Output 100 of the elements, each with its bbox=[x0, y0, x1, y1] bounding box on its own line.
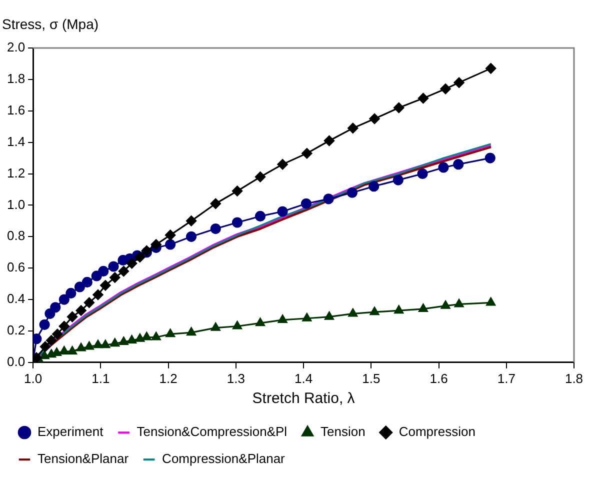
point bbox=[110, 272, 120, 283]
point bbox=[82, 276, 92, 288]
x-tick-label: 1.4 bbox=[294, 370, 313, 386]
point bbox=[110, 338, 120, 347]
y-tick-label: 1.8 bbox=[6, 71, 26, 86]
point bbox=[277, 206, 288, 217]
y-axis-title: Stress, σ (Mpa) bbox=[2, 16, 99, 32]
point bbox=[418, 304, 428, 312]
point bbox=[210, 322, 220, 331]
point bbox=[84, 297, 94, 308]
point bbox=[135, 334, 145, 342]
point bbox=[323, 194, 334, 204]
point bbox=[254, 210, 266, 222]
point bbox=[91, 270, 102, 282]
y-tick-label: 1.4 bbox=[6, 134, 26, 149]
point bbox=[74, 282, 86, 292]
point bbox=[348, 308, 358, 317]
point bbox=[454, 298, 464, 308]
x-tick-label: 1.3 bbox=[226, 370, 245, 386]
y-tick-label: 0.2 bbox=[6, 322, 26, 338]
point bbox=[370, 306, 380, 316]
point bbox=[66, 288, 76, 299]
point bbox=[127, 335, 136, 344]
legend-label: Tension bbox=[320, 424, 366, 440]
point bbox=[151, 332, 161, 340]
legend-label: Experiment bbox=[38, 424, 104, 440]
point bbox=[44, 308, 56, 319]
point bbox=[40, 341, 51, 352]
y-tick-label: 0.0 bbox=[6, 354, 26, 369]
point bbox=[346, 187, 358, 198]
point bbox=[232, 320, 242, 330]
x-tick-label: 1.5 bbox=[362, 370, 380, 386]
point bbox=[52, 328, 63, 340]
point bbox=[454, 77, 464, 88]
point bbox=[134, 252, 146, 262]
x-tick-label: 1.0 bbox=[24, 370, 42, 386]
point bbox=[108, 261, 119, 272]
x-tick-label: 1.1 bbox=[92, 370, 110, 386]
point bbox=[186, 327, 196, 336]
legend-label: Compression bbox=[398, 424, 476, 440]
y-tick-label: 0.8 bbox=[6, 228, 26, 244]
point bbox=[418, 93, 429, 104]
point bbox=[453, 159, 464, 170]
point bbox=[324, 312, 334, 320]
point bbox=[46, 335, 57, 346]
y-tick-label: 0.6 bbox=[6, 260, 26, 275]
point bbox=[76, 305, 86, 316]
point bbox=[348, 122, 358, 134]
point bbox=[438, 162, 449, 173]
point bbox=[368, 181, 380, 192]
point bbox=[392, 174, 404, 186]
point bbox=[166, 328, 176, 338]
point bbox=[76, 342, 86, 352]
point bbox=[302, 313, 312, 322]
point bbox=[210, 223, 221, 234]
point bbox=[68, 346, 77, 354]
x-tick-label: 1.2 bbox=[159, 370, 178, 386]
legend-label: Tension&Planar bbox=[38, 451, 130, 466]
point bbox=[92, 290, 104, 300]
point bbox=[254, 172, 266, 182]
point bbox=[394, 102, 404, 114]
point bbox=[39, 319, 50, 330]
point bbox=[486, 297, 496, 306]
point bbox=[486, 63, 496, 74]
point bbox=[50, 302, 61, 313]
point bbox=[118, 266, 129, 277]
point bbox=[369, 113, 380, 124]
point bbox=[98, 266, 109, 277]
point bbox=[58, 320, 70, 332]
point bbox=[126, 258, 138, 269]
point bbox=[100, 340, 110, 348]
point bbox=[142, 332, 152, 340]
y-tick-label: 1.0 bbox=[6, 196, 26, 212]
point bbox=[59, 346, 69, 354]
point bbox=[100, 280, 111, 291]
x-tick-label: 1.6 bbox=[430, 370, 448, 386]
point bbox=[66, 312, 78, 322]
point bbox=[186, 216, 197, 226]
x-tick-label: 1.7 bbox=[497, 370, 516, 386]
legend-label: Tension&Compression&Pl bbox=[136, 424, 288, 440]
point bbox=[118, 336, 128, 346]
point bbox=[58, 294, 70, 305]
point bbox=[210, 198, 221, 209]
x-axis-title: Stretch Ratio, λ bbox=[252, 390, 356, 408]
point bbox=[84, 341, 94, 350]
point bbox=[300, 198, 312, 209]
point bbox=[324, 135, 335, 146]
point bbox=[484, 152, 496, 164]
point bbox=[165, 230, 176, 240]
point bbox=[440, 84, 451, 94]
point bbox=[440, 300, 450, 309]
point bbox=[232, 217, 243, 228]
point bbox=[150, 239, 162, 250]
point bbox=[302, 148, 312, 159]
legend-label: Compression&Planar bbox=[162, 451, 286, 466]
point bbox=[165, 239, 176, 250]
y-tick-label: 1.2 bbox=[6, 165, 26, 180]
point bbox=[93, 340, 103, 348]
y-tick-label: 2.0 bbox=[6, 40, 26, 55]
point bbox=[417, 168, 428, 180]
